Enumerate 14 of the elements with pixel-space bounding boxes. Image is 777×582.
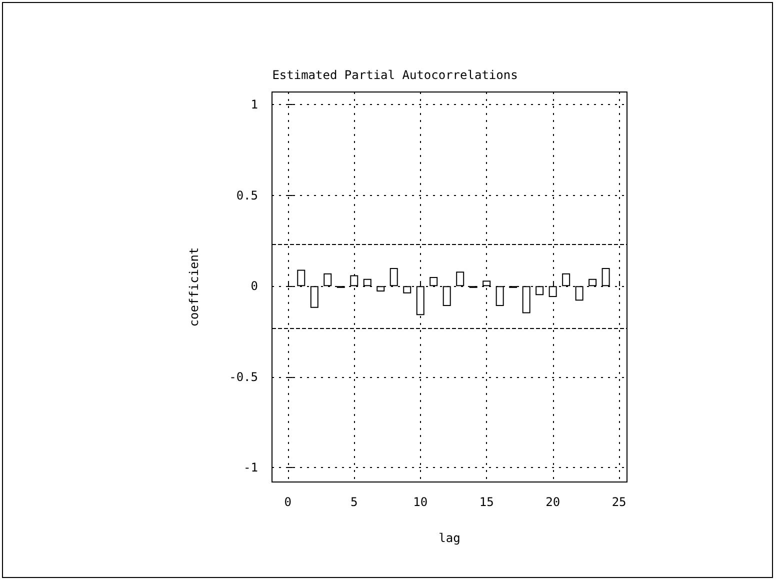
y-tick-label: 1 (250, 98, 258, 112)
x-axis-title: lag (438, 531, 460, 545)
y-tick-label: 0.5 (236, 188, 258, 202)
chart-title: Estimated Partial Autocorrelations (272, 68, 518, 82)
y-tick-label: -1 (244, 460, 258, 474)
x-tick-label: 25 (612, 495, 626, 509)
x-tick-label: 15 (479, 495, 494, 509)
y-tick-label: 0 (250, 279, 258, 294)
x-tick-label: 5 (350, 495, 358, 509)
y-axis-title: coefficient (187, 247, 201, 327)
x-tick-label: 10 (413, 495, 428, 509)
y-tick-label: -0.5 (229, 370, 258, 384)
x-tick-label: 0 (284, 495, 292, 509)
x-tick-label: 20 (546, 495, 560, 509)
